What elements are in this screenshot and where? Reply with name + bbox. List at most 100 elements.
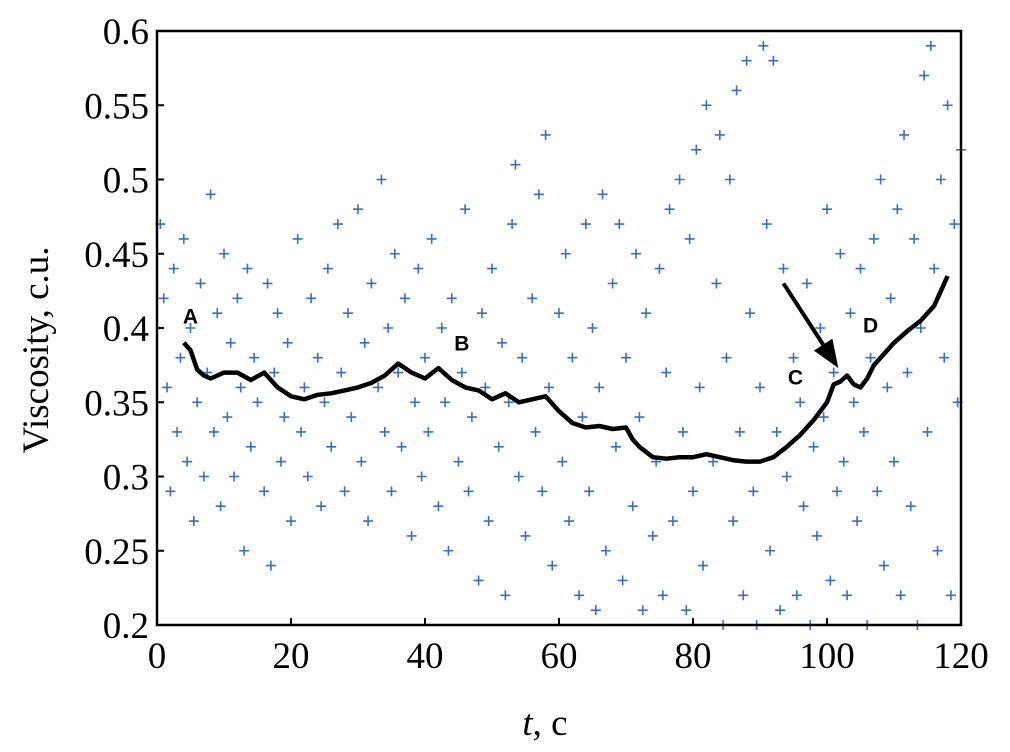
scatter-point [885,293,896,304]
scatter-point [878,560,889,571]
scatter-point [607,278,618,289]
x-axis-label: t, c [522,703,567,744]
scatter-point [279,412,290,423]
scatter-point [734,426,745,437]
scatter-point [342,308,353,319]
scatter-point [634,412,645,423]
scatter-point [409,397,420,408]
scatter-point [195,278,206,289]
scatter-point [386,486,397,497]
scatter-point [925,40,936,51]
scatter-point [664,204,675,215]
scatter-point [614,219,625,230]
y-tick-label: 0.4 [103,309,149,350]
scatter-point [832,486,843,497]
scatter-point [748,486,759,497]
scatter-point [399,293,410,304]
scatter-point [577,412,588,423]
x-tick-label: 120 [933,636,989,677]
scatter-point [775,605,786,616]
scatter-point [336,367,347,378]
scatter-point [574,590,585,601]
y-tick-label: 0.35 [84,383,149,424]
scatter-point [373,382,384,393]
scatter-point [406,530,417,541]
scatter-point [376,174,387,185]
annotation-b: B [454,332,469,355]
scatter-point [728,516,739,527]
scatter-point [389,248,400,259]
scatter-point [667,516,678,527]
scatter-point [262,278,273,289]
y-tick-label: 0.25 [84,532,149,573]
scatter-point [949,219,960,230]
scatter-point [661,367,672,378]
scatter-point [547,560,558,571]
scatter-point [781,471,792,482]
scatter-point [396,441,407,452]
scatter-point [299,382,310,393]
scatter-point [939,352,950,363]
scatter-point [493,441,504,452]
scatter-point [755,382,765,393]
scatter-point [473,575,484,586]
scatter-point [205,189,216,200]
scatter-point [356,456,367,467]
scatter-point [312,352,323,363]
scatter-point [359,337,370,348]
scatter-point [610,441,621,452]
scatter-point [460,204,471,215]
y-tick-label: 0.5 [103,161,149,202]
scatter-point [212,308,223,319]
scatter-point [838,456,849,467]
x-tick-label: 0 [148,636,167,677]
scatter-point [306,293,317,304]
scatter-point [701,100,712,111]
scatter-point [852,516,863,527]
scatter-point [868,233,879,244]
scatter-point [788,352,799,363]
scatter-point [286,516,296,527]
scatter-point [208,426,219,437]
scatter-point [657,590,668,601]
scatter-point [627,501,638,512]
scatter-point [594,382,605,393]
scatter-point [617,575,628,586]
scatter-point [433,501,444,512]
scatter-point [768,55,779,66]
scatter-point [822,204,832,215]
scatter-point [513,471,524,482]
scatter-point [584,486,595,497]
x-tick-label: 80 [675,636,712,677]
scatter-point [363,516,374,527]
scatter-point [316,501,327,512]
y-tick-label: 0.2 [103,606,149,647]
scatter-point [530,426,541,437]
scatter-point [296,426,307,437]
scatter-point [681,605,692,616]
scatter-point [835,248,846,259]
scatter-point [172,426,183,437]
annotation-c: C [788,366,803,389]
scatter-point [326,441,337,452]
scatter-point [597,189,608,200]
scatter-point [446,293,457,304]
scatter-point [845,308,856,319]
scatter-point [302,471,313,482]
scatter-point [580,219,591,230]
scatter-point [694,382,705,393]
scatter-point [322,263,333,274]
scatter-point [554,308,564,319]
scatter-point [935,174,946,185]
scatter-point [674,174,685,185]
scatter-point [731,85,742,96]
scatter-point [818,412,829,423]
scatter-point [765,545,776,556]
scatter-point [497,337,508,348]
scatter-point [517,352,528,363]
scatter-point [791,590,802,601]
trend-line [182,275,950,464]
scatter-point [711,278,722,289]
x-tick-label: 40 [407,636,444,677]
